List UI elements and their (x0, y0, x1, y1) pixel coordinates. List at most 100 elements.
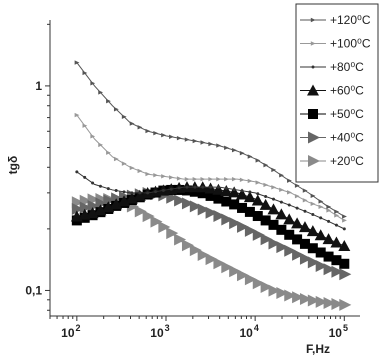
data-point (323, 263, 336, 276)
data-point (330, 236, 343, 248)
data-point (229, 199, 240, 210)
data-point (189, 244, 202, 257)
data-point (275, 208, 288, 220)
y-tick-label: 1 (35, 79, 42, 93)
data-point (200, 140, 206, 145)
data-point (197, 188, 208, 199)
data-point (267, 203, 280, 215)
data-point (318, 199, 324, 204)
data-point (287, 190, 292, 195)
data-point (271, 185, 277, 190)
series-100C (74, 112, 347, 223)
data-point (327, 219, 331, 223)
data-point (220, 185, 233, 197)
data-point (294, 183, 300, 188)
data-point (118, 195, 131, 207)
data-point (94, 204, 107, 216)
data-point (145, 171, 151, 177)
data-point (272, 197, 276, 201)
data-point (174, 233, 187, 246)
data-point (169, 134, 174, 139)
data-point (342, 227, 346, 231)
data-point (310, 193, 316, 199)
legend-label: +120⁰C (330, 13, 371, 27)
data-point (260, 215, 271, 226)
legend-marker (310, 17, 316, 23)
data-point (228, 186, 241, 198)
data-point (291, 217, 304, 229)
data-point (323, 251, 334, 262)
legend-entry: +80⁰C (300, 60, 364, 74)
data-point (166, 227, 179, 240)
data-point (255, 180, 261, 185)
data-point (213, 257, 226, 270)
data-point (294, 193, 300, 199)
series-80C (75, 170, 346, 231)
data-point (184, 137, 190, 142)
data-point (268, 219, 279, 230)
data-point (212, 183, 225, 195)
data-point (299, 293, 312, 306)
data-point (292, 234, 303, 245)
data-point (221, 261, 234, 274)
series-layer (70, 60, 352, 311)
data-point (154, 190, 158, 194)
data-point (129, 121, 135, 126)
data-point (209, 185, 213, 189)
data-point (121, 161, 127, 166)
data-point (252, 228, 265, 241)
data-point (326, 204, 332, 210)
data-point (229, 265, 242, 278)
data-point (161, 132, 166, 138)
data-point (232, 187, 236, 191)
data-point (213, 210, 226, 223)
data-point (224, 176, 229, 182)
data-point (338, 239, 351, 251)
data-point (263, 162, 269, 168)
data-point (71, 203, 84, 216)
data-point (260, 280, 273, 293)
data-point (314, 229, 327, 241)
data-point (342, 214, 347, 219)
x-tick-exponent: 2 (76, 323, 81, 333)
data-point (271, 167, 277, 173)
data-point (153, 130, 159, 136)
x-tick-label: 103 (150, 323, 169, 340)
data-point (98, 90, 104, 95)
legend-label: +60⁰C (330, 84, 364, 98)
data-point (145, 128, 151, 134)
data-point (295, 206, 299, 210)
data-point (79, 201, 92, 214)
data-point (137, 168, 143, 174)
data-point (255, 158, 261, 163)
data-point (307, 256, 320, 269)
data-point (150, 215, 163, 228)
data-point (248, 190, 252, 194)
data-point (174, 194, 187, 207)
data-point (224, 145, 229, 150)
data-point (83, 175, 87, 179)
x-tick-exponent: 5 (343, 323, 348, 333)
data-point (331, 255, 342, 266)
data-point (263, 182, 269, 188)
legend-entry: +120⁰C (300, 13, 371, 27)
data-point (237, 220, 250, 233)
data-point (231, 176, 237, 182)
data-point (244, 206, 255, 217)
data-point (75, 170, 79, 174)
data-point (306, 225, 319, 237)
data-point (284, 229, 295, 240)
data-point (224, 186, 228, 190)
data-point (176, 176, 182, 181)
legend-label: +80⁰C (330, 60, 364, 74)
data-point (201, 185, 205, 189)
data-point (90, 134, 96, 139)
data-point (95, 197, 108, 210)
data-point (323, 297, 336, 310)
data-point (279, 173, 284, 178)
data-point (334, 223, 338, 227)
data-point (184, 176, 190, 182)
data-point (237, 269, 250, 282)
data-point (302, 188, 308, 193)
data-point (243, 191, 256, 203)
